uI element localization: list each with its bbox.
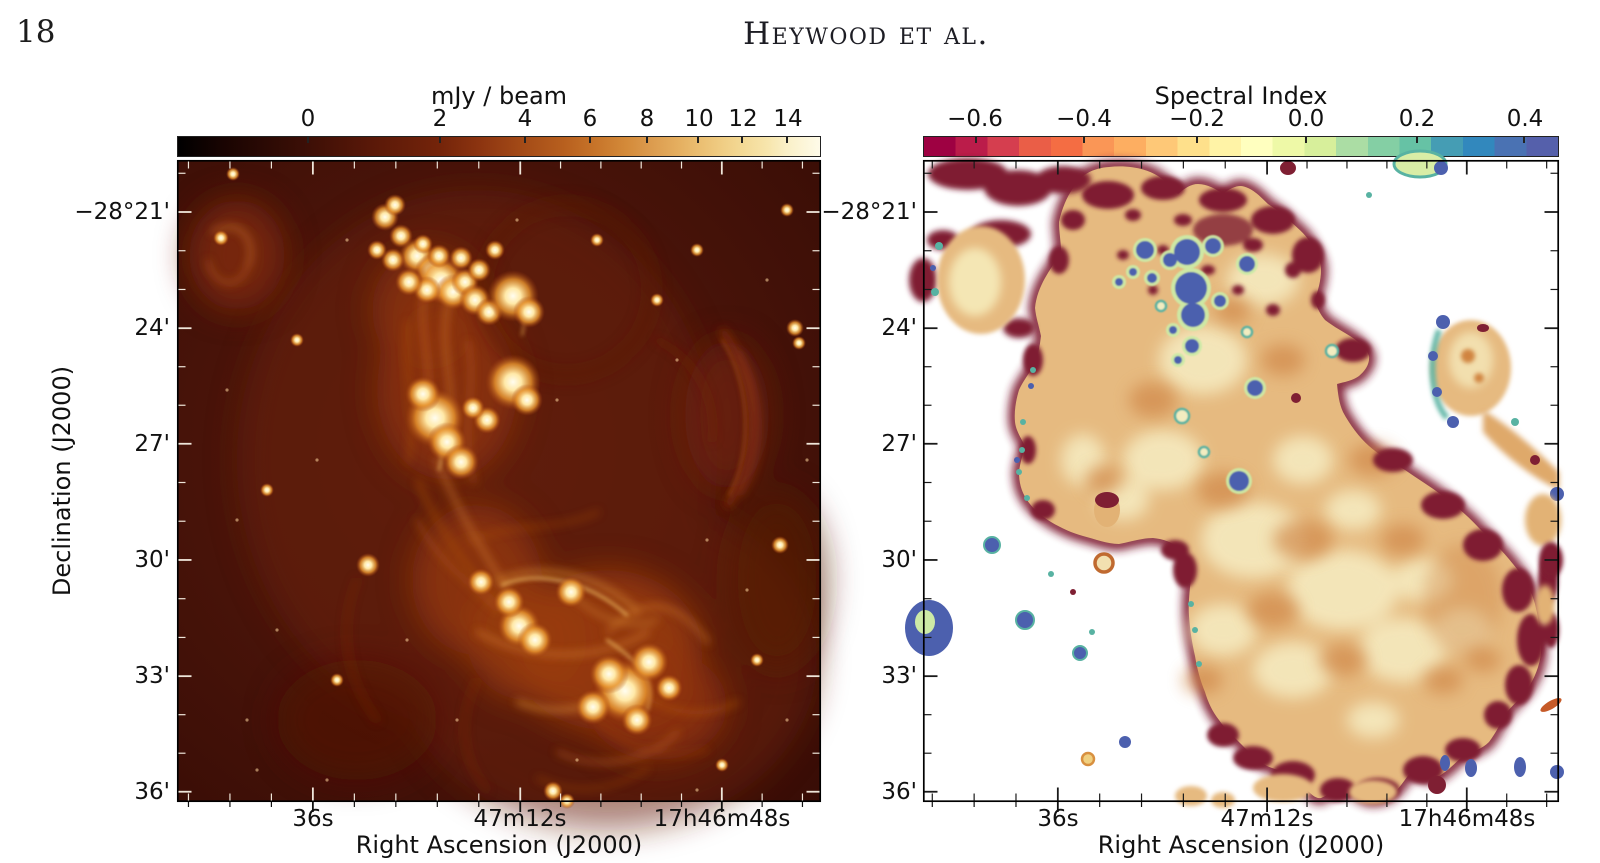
- colorbar-tick-mark: [741, 137, 744, 143]
- panel-intensity: [176, 159, 827, 830]
- colorbar-tick-mark: [588, 137, 591, 143]
- colorbar-tick-mark: [974, 137, 977, 143]
- scattered-sources: [905, 393, 1301, 767]
- colorbar-tick-mark: [307, 137, 310, 143]
- x-tick-label: 47m12s: [1220, 806, 1314, 832]
- colorbar-tick-mark: [645, 137, 648, 143]
- y-tick-label: 36': [134, 779, 170, 805]
- y-tick-label: 30': [881, 547, 917, 573]
- colorbar-tick-mark: [1415, 137, 1418, 143]
- colorbar-tick-mark: [1304, 137, 1307, 143]
- colorbar-tick-label: 0.0: [1287, 106, 1325, 132]
- colorbar-tick-mark: [438, 137, 441, 143]
- colorbar-tick-mark: [697, 137, 700, 143]
- y-tick-label: −28°21': [74, 199, 170, 225]
- x-axis-label: Right Ascension (J2000): [355, 831, 643, 859]
- colorbar-title-intensity: mJy / beam: [430, 82, 568, 110]
- x-tick-label: 47m12s: [473, 806, 567, 832]
- colorbar-tick-mark: [1523, 137, 1526, 143]
- page-number: 18: [16, 14, 56, 50]
- radio-intensity-image: [177, 160, 827, 830]
- colorbar-tick-label: 8: [639, 106, 655, 132]
- colorbar-intensity: [177, 136, 821, 157]
- y-tick-label: −28°21': [821, 199, 917, 225]
- colorbar-tick-label: 0.4: [1506, 106, 1544, 132]
- colorbar-tick-label: −0.4: [1056, 106, 1112, 132]
- running-head: Heywood et al.: [743, 16, 989, 52]
- y-tick-label: 27': [881, 431, 917, 457]
- x-axis-label: Right Ascension (J2000): [1097, 831, 1385, 859]
- panel-frame-ticks: [176, 159, 822, 812]
- colorbar-tick-label: −0.2: [1169, 106, 1225, 132]
- colorbar-title-spectral: Spectral Index: [1154, 82, 1328, 110]
- panel-spectral: [905, 149, 1564, 812]
- teal-fringe: [1016, 192, 1372, 667]
- spectral-index-image: [905, 149, 1564, 808]
- colorbar-tick-mark: [523, 137, 526, 143]
- y-tick-label: 33': [134, 663, 170, 689]
- top-left-satellite: [909, 158, 1091, 338]
- colorbar-tick-label: 0: [300, 106, 316, 132]
- y-tick-label: 24': [881, 315, 917, 341]
- colorbar-tick-label: 0.2: [1398, 106, 1436, 132]
- colorbar-spectral: [923, 136, 1559, 157]
- y-tick-label: 33': [881, 663, 917, 689]
- x-tick-label: 36s: [292, 806, 334, 832]
- y-tick-label: 36': [881, 779, 917, 805]
- colorbar-tick-label: 2: [432, 106, 448, 132]
- colorbar-tick-mark: [1196, 137, 1199, 143]
- x-tick-label: 17h46m48s: [1398, 806, 1536, 832]
- colorbar-tick-label: 10: [684, 106, 714, 132]
- x-tick-label: 17h46m48s: [653, 806, 791, 832]
- faint-stars: [225, 218, 809, 792]
- inverted-spectrum-sources: [1112, 235, 1340, 494]
- bottom-features: [1175, 698, 1564, 808]
- colorbar-tick-label: 14: [773, 106, 803, 132]
- top-right-satellite: [1280, 149, 1448, 179]
- colorbar-tick-label: −0.6: [947, 106, 1003, 132]
- steeper-texture: [1085, 296, 1503, 694]
- colorbar-tick-label: 6: [582, 106, 598, 132]
- y-tick-label: 27': [134, 431, 170, 457]
- colorbar-tick-label: 12: [728, 106, 758, 132]
- x-tick-label: 36s: [1037, 806, 1079, 832]
- colorbar-tick-mark: [1083, 137, 1086, 143]
- panel-frame-ticks: [922, 159, 1560, 812]
- colorbar-tick-label: 4: [517, 106, 533, 132]
- bright-knots: [213, 167, 806, 809]
- right-satellite: [1428, 315, 1564, 578]
- y-tick-label: 24': [134, 315, 170, 341]
- y-axis-label: Declination (J2000): [48, 365, 76, 597]
- colorbar-tick-mark: [786, 137, 789, 143]
- y-tick-label: 30': [134, 547, 170, 573]
